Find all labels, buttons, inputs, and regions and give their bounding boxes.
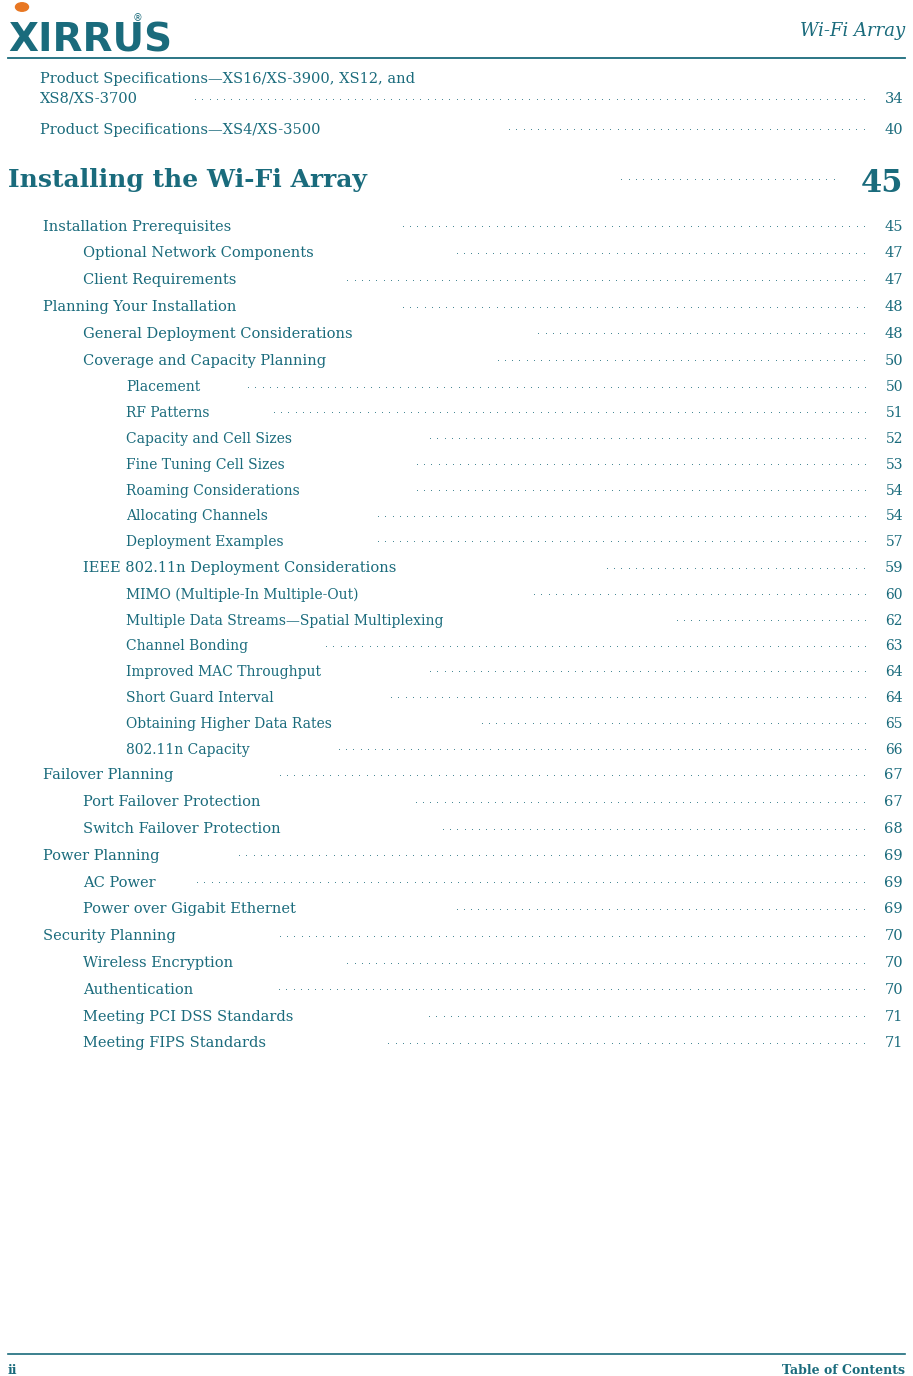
Text: 52: 52 <box>886 432 903 446</box>
Text: Power over Gigabit Ethernet: Power over Gigabit Ethernet <box>83 903 300 916</box>
Text: Allocating Channels: Allocating Channels <box>126 509 268 523</box>
Text: Improved MAC Throughput: Improved MAC Throughput <box>126 665 325 680</box>
Text: 50: 50 <box>886 380 903 395</box>
Text: 67: 67 <box>885 768 903 783</box>
Text: 62: 62 <box>886 614 903 627</box>
Text: Meeting FIPS Standards: Meeting FIPS Standards <box>83 1036 270 1050</box>
Text: 70: 70 <box>885 956 903 970</box>
Text: Wi-Fi Array: Wi-Fi Array <box>800 22 905 40</box>
Text: 69: 69 <box>885 903 903 916</box>
Text: 802.11n Capacity: 802.11n Capacity <box>126 743 254 757</box>
Text: 47: 47 <box>885 274 903 288</box>
Text: 69: 69 <box>885 849 903 863</box>
Text: Client Requirements: Client Requirements <box>83 274 236 288</box>
Text: Table of Contents: Table of Contents <box>782 1364 905 1376</box>
Text: Fine Tuning Cell Sizes: Fine Tuning Cell Sizes <box>126 458 285 472</box>
Text: Port Failover Protection: Port Failover Protection <box>83 795 265 809</box>
Text: Obtaining Higher Data Rates: Obtaining Higher Data Rates <box>126 717 331 731</box>
Text: Authentication: Authentication <box>83 982 198 996</box>
Text: 70: 70 <box>885 929 903 943</box>
Text: Capacity and Cell Sizes: Capacity and Cell Sizes <box>126 432 292 446</box>
Text: 57: 57 <box>886 535 903 549</box>
Text: Security Planning: Security Planning <box>43 929 175 943</box>
Text: Installing the Wi-Fi Array: Installing the Wi-Fi Array <box>8 168 367 191</box>
Text: 65: 65 <box>886 717 903 731</box>
Text: AC Power: AC Power <box>83 875 155 890</box>
Text: 70: 70 <box>885 982 903 996</box>
Text: Channel Bonding: Channel Bonding <box>126 640 253 654</box>
Text: XIRRUS: XIRRUS <box>8 22 173 61</box>
Text: XS8/XS-3700: XS8/XS-3700 <box>40 92 138 106</box>
Text: 48: 48 <box>885 300 903 314</box>
Text: General Deployment Considerations: General Deployment Considerations <box>83 326 357 341</box>
Text: ®: ® <box>133 12 142 23</box>
Text: Product Specifications—XS16/XS-3900, XS12, and: Product Specifications—XS16/XS-3900, XS1… <box>40 72 415 85</box>
Text: Placement: Placement <box>126 380 200 395</box>
Text: Product Specifications—XS4/XS-3500: Product Specifications—XS4/XS-3500 <box>40 122 325 136</box>
Text: 60: 60 <box>886 588 903 601</box>
Text: 34: 34 <box>885 92 903 106</box>
Text: 53: 53 <box>886 458 903 472</box>
Text: 54: 54 <box>886 509 903 523</box>
Text: Optional Network Components: Optional Network Components <box>83 246 314 260</box>
Text: 69: 69 <box>885 875 903 890</box>
Text: Failover Planning: Failover Planning <box>43 768 173 783</box>
Text: 59: 59 <box>885 561 903 575</box>
Text: 67: 67 <box>885 795 903 809</box>
Text: 48: 48 <box>885 326 903 341</box>
Text: 63: 63 <box>886 640 903 654</box>
Text: 51: 51 <box>886 406 903 420</box>
Text: RF Patterns: RF Patterns <box>126 406 209 420</box>
Text: 66: 66 <box>886 743 903 757</box>
Ellipse shape <box>16 3 28 11</box>
Text: 45: 45 <box>861 168 903 198</box>
Text: Meeting PCI DSS Standards: Meeting PCI DSS Standards <box>83 1010 293 1024</box>
Text: Coverage and Capacity Planning: Coverage and Capacity Planning <box>83 354 326 367</box>
Text: Short Guard Interval: Short Guard Interval <box>126 691 278 705</box>
Text: 50: 50 <box>885 354 903 367</box>
Text: Planning Your Installation: Planning Your Installation <box>43 300 236 314</box>
Text: Switch Failover Protection: Switch Failover Protection <box>83 821 285 837</box>
Text: Roaming Considerations: Roaming Considerations <box>126 483 304 498</box>
Text: 45: 45 <box>885 220 903 234</box>
Text: 71: 71 <box>885 1010 903 1024</box>
Text: 40: 40 <box>885 122 903 136</box>
Text: 64: 64 <box>886 665 903 680</box>
Text: Deployment Examples: Deployment Examples <box>126 535 284 549</box>
Text: Wireless Encryption: Wireless Encryption <box>83 956 237 970</box>
Text: ii: ii <box>8 1364 17 1376</box>
Text: 54: 54 <box>886 483 903 498</box>
Text: 71: 71 <box>885 1036 903 1050</box>
Text: 64: 64 <box>886 691 903 705</box>
Text: Multiple Data Streams—Spatial Multiplexing: Multiple Data Streams—Spatial Multiplexi… <box>126 614 448 627</box>
Text: 47: 47 <box>885 246 903 260</box>
Text: 68: 68 <box>885 821 903 837</box>
Text: IEEE 802.11n Deployment Considerations: IEEE 802.11n Deployment Considerations <box>83 561 401 575</box>
Text: Installation Prerequisites: Installation Prerequisites <box>43 220 236 234</box>
Text: Power Planning: Power Planning <box>43 849 164 863</box>
Text: MIMO (Multiple-In Multiple-Out): MIMO (Multiple-In Multiple-Out) <box>126 588 359 603</box>
